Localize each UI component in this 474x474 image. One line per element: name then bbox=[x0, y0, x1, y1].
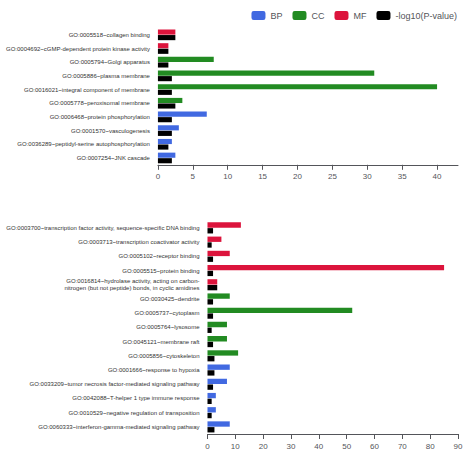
svg-text:GO:0005778~peroxisomal membran: GO:0005778~peroxisomal membrane bbox=[49, 100, 150, 106]
svg-text:20: 20 bbox=[259, 442, 268, 451]
svg-text:-log10(P-value): -log10(P-value) bbox=[395, 11, 457, 21]
svg-text:GO:0005886~plasma membrane: GO:0005886~plasma membrane bbox=[62, 73, 150, 79]
svg-text:CC: CC bbox=[311, 11, 324, 21]
svg-text:70: 70 bbox=[398, 442, 407, 451]
svg-text:10: 10 bbox=[223, 172, 232, 181]
svg-text:25: 25 bbox=[328, 172, 337, 181]
svg-text:GO:0001666~response to hypoxia: GO:0001666~response to hypoxia bbox=[108, 367, 200, 373]
svg-text:GO:0060333~interferon-gamma-me: GO:0060333~interferon-gamma-mediated sig… bbox=[38, 424, 199, 430]
svg-text:GO:0005764~lysosome: GO:0005764~lysosome bbox=[136, 324, 200, 330]
svg-text:GO:0007254~JNK cascade: GO:0007254~JNK cascade bbox=[77, 155, 151, 161]
svg-text:GO:0005518~collagen binding: GO:0005518~collagen binding bbox=[69, 32, 150, 38]
svg-text:GO:0004692~cGMP-dependent prot: GO:0004692~cGMP-dependent protein kinase… bbox=[6, 46, 150, 52]
svg-text:30: 30 bbox=[287, 442, 296, 451]
svg-text:GO:0006468~protein phosphoryla: GO:0006468~protein phosphorylation bbox=[50, 114, 150, 120]
svg-text:GO:0005856~cytoskeleton: GO:0005856~cytoskeleton bbox=[128, 353, 199, 359]
svg-text:20: 20 bbox=[293, 172, 302, 181]
svg-text:40: 40 bbox=[433, 172, 442, 181]
svg-text:GO:0005794~Golgi apparatus: GO:0005794~Golgi apparatus bbox=[70, 59, 150, 65]
svg-text:GO:0005737~cytoplasm: GO:0005737~cytoplasm bbox=[135, 310, 200, 316]
svg-text:0: 0 bbox=[156, 172, 161, 181]
svg-text:BP: BP bbox=[270, 11, 282, 21]
svg-text:GO:0003713~transcription coact: GO:0003713~transcription coactivator act… bbox=[78, 239, 199, 245]
svg-text:GO:0045121~membrane raft: GO:0045121~membrane raft bbox=[123, 339, 200, 345]
svg-text:GO:0005515~protein binding: GO:0005515~protein binding bbox=[122, 268, 199, 274]
svg-text:GO:0003700~transcription facto: GO:0003700~transcription factor activity… bbox=[6, 225, 199, 231]
svg-text:GO:0005102~receptor binding: GO:0005102~receptor binding bbox=[119, 253, 200, 259]
svg-text:GO:0001570~vasculogenesis: GO:0001570~vasculogenesis bbox=[71, 128, 150, 134]
svg-text:10: 10 bbox=[231, 442, 240, 451]
svg-text:50: 50 bbox=[342, 442, 351, 451]
svg-text:GO:0016814~hydrolase activity,: GO:0016814~hydrolase activity, acting on… bbox=[66, 278, 199, 284]
svg-text:0: 0 bbox=[205, 442, 210, 451]
svg-text:5: 5 bbox=[191, 172, 196, 181]
svg-text:GO:0033209~tumor necrosis fact: GO:0033209~tumor necrosis factor-mediate… bbox=[30, 381, 200, 387]
svg-text:80: 80 bbox=[426, 442, 435, 451]
svg-text:nitrogen (but not peptide) bon: nitrogen (but not peptide) bonds, in cyc… bbox=[64, 285, 199, 291]
svg-text:GO:0010529~negative regulation: GO:0010529~negative regulation of transp… bbox=[69, 410, 200, 416]
svg-text:GO:0036289~peptidyl-serine aut: GO:0036289~peptidyl-serine autophosphory… bbox=[17, 141, 150, 147]
svg-text:GO:0016021~integral component: GO:0016021~integral component of membran… bbox=[24, 87, 151, 93]
svg-text:30: 30 bbox=[363, 172, 372, 181]
svg-text:MF: MF bbox=[353, 11, 366, 21]
svg-text:60: 60 bbox=[370, 442, 379, 451]
svg-text:GO:0042088~T-helper 1 type imm: GO:0042088~T-helper 1 type immune respon… bbox=[72, 395, 200, 401]
svg-text:90: 90 bbox=[454, 442, 463, 451]
svg-text:40: 40 bbox=[314, 442, 323, 451]
svg-text:35: 35 bbox=[398, 172, 407, 181]
svg-text:15: 15 bbox=[258, 172, 267, 181]
svg-text:GO:0030425~dendrite: GO:0030425~dendrite bbox=[140, 296, 200, 302]
